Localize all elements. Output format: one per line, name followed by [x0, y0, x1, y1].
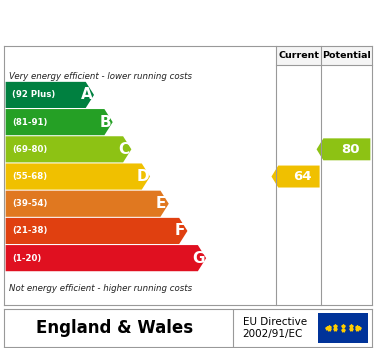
Polygon shape [6, 218, 187, 244]
Text: (81-91): (81-91) [12, 118, 48, 127]
Text: B: B [99, 114, 111, 129]
Text: EU Directive: EU Directive [243, 317, 307, 327]
Text: Potential: Potential [323, 51, 371, 60]
Text: F: F [175, 223, 185, 238]
Text: G: G [193, 251, 205, 266]
Polygon shape [6, 109, 113, 135]
Text: Energy Efficiency Rating: Energy Efficiency Rating [64, 13, 312, 31]
Text: England & Wales: England & Wales [36, 319, 193, 337]
Text: 2002/91/EC: 2002/91/EC [243, 329, 303, 339]
Text: Current: Current [278, 51, 320, 60]
Polygon shape [6, 136, 131, 163]
Polygon shape [6, 245, 206, 271]
Bar [276, 46, 372, 65]
Text: (92 Plus): (92 Plus) [12, 90, 56, 100]
Polygon shape [6, 82, 94, 108]
Text: (39-54): (39-54) [12, 199, 48, 208]
Text: E: E [156, 196, 167, 211]
Bar [318, 313, 368, 343]
Text: A: A [80, 87, 92, 102]
Text: (55-68): (55-68) [12, 172, 47, 181]
Text: 80: 80 [341, 143, 360, 156]
Text: 64: 64 [293, 170, 312, 183]
Polygon shape [317, 139, 370, 160]
Text: Very energy efficient - lower running costs: Very energy efficient - lower running co… [9, 72, 193, 81]
Text: C: C [118, 142, 129, 157]
Text: (69-80): (69-80) [12, 145, 48, 154]
Polygon shape [271, 166, 320, 188]
Text: (1-20): (1-20) [12, 254, 42, 263]
Text: Not energy efficient - higher running costs: Not energy efficient - higher running co… [9, 284, 193, 293]
Polygon shape [6, 191, 169, 217]
Text: (21-38): (21-38) [12, 227, 48, 236]
Polygon shape [6, 164, 150, 190]
Text: D: D [136, 169, 149, 184]
